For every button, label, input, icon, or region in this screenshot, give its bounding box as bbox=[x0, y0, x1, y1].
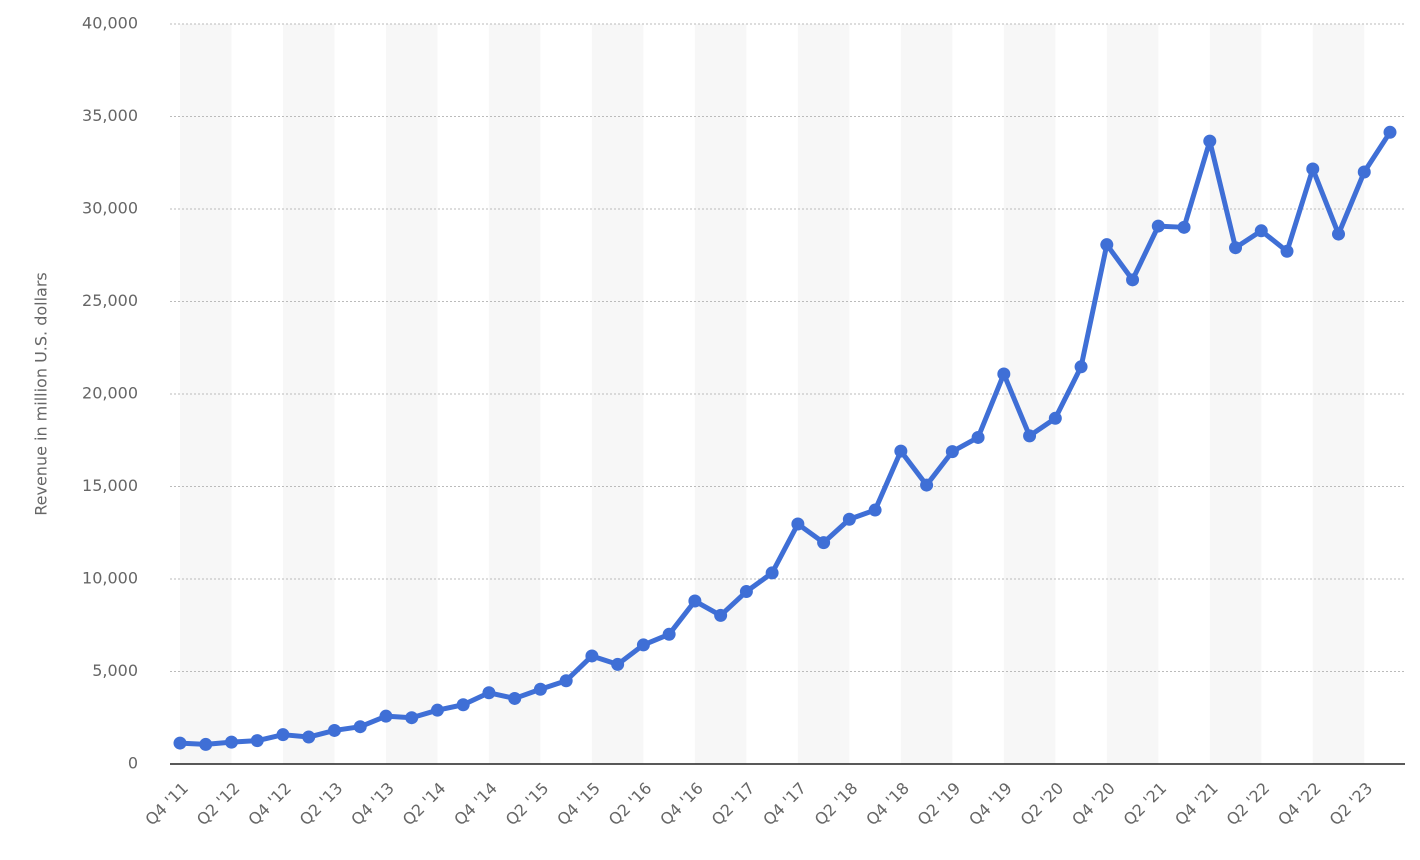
x-tick-label: Q4 '21 bbox=[1171, 779, 1222, 830]
point bbox=[1332, 227, 1346, 241]
point bbox=[559, 674, 573, 688]
point bbox=[765, 566, 779, 580]
point bbox=[1357, 165, 1371, 179]
point bbox=[894, 444, 908, 458]
point bbox=[1074, 360, 1088, 374]
point bbox=[250, 734, 264, 748]
point bbox=[662, 627, 676, 641]
x-tick-label: Q4 '15 bbox=[553, 779, 604, 830]
point bbox=[1383, 125, 1397, 139]
x-tick-label: Q2 '13 bbox=[296, 779, 347, 830]
point bbox=[482, 686, 496, 700]
x-tick-label: Q4 '13 bbox=[347, 779, 398, 830]
point bbox=[224, 735, 238, 749]
y-tick-label: 30,000 bbox=[82, 199, 138, 218]
x-tick-label: Q2 '12 bbox=[193, 779, 244, 830]
point bbox=[405, 711, 419, 725]
x-tick-label: Q4 '14 bbox=[450, 779, 501, 830]
y-tick-label: 35,000 bbox=[82, 106, 138, 125]
point bbox=[379, 709, 393, 723]
point bbox=[714, 608, 728, 622]
point bbox=[945, 445, 959, 459]
point bbox=[1229, 241, 1243, 255]
point bbox=[327, 723, 341, 737]
point bbox=[1203, 134, 1217, 148]
point bbox=[868, 503, 882, 517]
x-tick-label: Q4 '12 bbox=[244, 779, 295, 830]
point bbox=[971, 430, 985, 444]
point bbox=[791, 517, 805, 531]
x-tick-label: Q4 '11 bbox=[141, 779, 192, 830]
y-tick-label: 5,000 bbox=[92, 661, 138, 680]
point bbox=[1048, 411, 1062, 425]
x-tick-label: Q4 '17 bbox=[759, 779, 810, 830]
x-tick-label: Q2 '19 bbox=[914, 779, 965, 830]
x-tick-label: Q2 '14 bbox=[399, 779, 450, 830]
point bbox=[302, 730, 316, 744]
x-tick-label: Q2 '21 bbox=[1120, 779, 1171, 830]
point bbox=[276, 728, 290, 742]
x-tick-label: Q4 '19 bbox=[965, 779, 1016, 830]
x-tick-label: Q2 '16 bbox=[605, 779, 656, 830]
y-tick-label: 40,000 bbox=[82, 14, 138, 33]
point bbox=[508, 691, 522, 705]
point bbox=[1100, 238, 1114, 252]
point bbox=[1280, 244, 1294, 258]
x-tick-label: Q2 '23 bbox=[1326, 779, 1377, 830]
line bbox=[179, 130, 1393, 747]
point bbox=[739, 585, 753, 599]
point bbox=[1023, 429, 1037, 443]
point bbox=[173, 736, 187, 750]
x-tick-label: Q4 '22 bbox=[1274, 779, 1325, 830]
x-tick-label: Q4 '16 bbox=[656, 779, 707, 830]
point bbox=[1177, 220, 1191, 234]
point bbox=[585, 649, 599, 663]
x-tick-label: Q2 '17 bbox=[708, 779, 759, 830]
point bbox=[199, 737, 213, 751]
point bbox=[920, 478, 934, 492]
point bbox=[636, 638, 650, 652]
point bbox=[353, 720, 367, 734]
x-tick-label: Q2 '15 bbox=[502, 779, 553, 830]
y-tick-label: 10,000 bbox=[82, 569, 138, 588]
x-tick-label: Q2 '22 bbox=[1223, 779, 1274, 830]
x-tick-label: Q2 '18 bbox=[811, 779, 862, 830]
y-tick-label: 0 bbox=[128, 754, 138, 773]
y-axis-label: Revenue in million U.S. dollars bbox=[32, 272, 51, 516]
point bbox=[1254, 224, 1268, 238]
point bbox=[611, 657, 625, 671]
x-tick-label: Q4 '18 bbox=[862, 779, 913, 830]
point bbox=[430, 703, 444, 717]
point bbox=[997, 367, 1011, 381]
y-tick-label: 20,000 bbox=[82, 384, 138, 403]
y-tick-label: 15,000 bbox=[82, 476, 138, 495]
point bbox=[817, 536, 831, 550]
point bbox=[688, 594, 702, 608]
point bbox=[1126, 273, 1140, 287]
point bbox=[1151, 219, 1165, 233]
point bbox=[842, 512, 856, 526]
y-tick-label: 25,000 bbox=[82, 291, 138, 310]
point bbox=[533, 682, 547, 696]
point bbox=[1306, 162, 1320, 176]
x-tick-label: Q4 '20 bbox=[1068, 779, 1119, 830]
point bbox=[456, 698, 470, 712]
x-tick-label: Q2 '20 bbox=[1017, 779, 1068, 830]
